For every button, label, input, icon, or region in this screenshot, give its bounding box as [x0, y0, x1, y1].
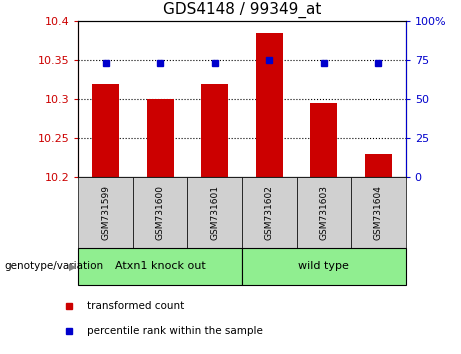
Text: percentile rank within the sample: percentile rank within the sample	[87, 326, 263, 336]
Text: Atxn1 knock out: Atxn1 knock out	[115, 261, 206, 272]
Text: GSM731600: GSM731600	[156, 185, 165, 240]
Text: GSM731599: GSM731599	[101, 185, 110, 240]
Bar	[256, 33, 283, 177]
Text: genotype/variation: genotype/variation	[5, 261, 104, 272]
Bar	[296, 177, 351, 248]
Text: ▶: ▶	[69, 261, 76, 272]
Bar	[188, 177, 242, 248]
Bar	[242, 177, 296, 248]
Text: transformed count: transformed count	[87, 301, 184, 311]
Text: GSM731602: GSM731602	[265, 185, 274, 240]
Bar	[365, 154, 392, 177]
Bar	[92, 84, 119, 177]
Bar	[147, 99, 174, 177]
Bar	[201, 84, 228, 177]
Bar	[78, 177, 133, 248]
Bar	[242, 248, 406, 285]
Bar	[310, 103, 337, 177]
Text: wild type: wild type	[298, 261, 349, 272]
Bar	[351, 177, 406, 248]
Text: GSM731601: GSM731601	[210, 185, 219, 240]
Bar	[78, 248, 242, 285]
Bar	[133, 177, 188, 248]
Title: GDS4148 / 99349_at: GDS4148 / 99349_at	[163, 2, 321, 18]
Text: GSM731603: GSM731603	[319, 185, 328, 240]
Text: GSM731604: GSM731604	[374, 185, 383, 240]
